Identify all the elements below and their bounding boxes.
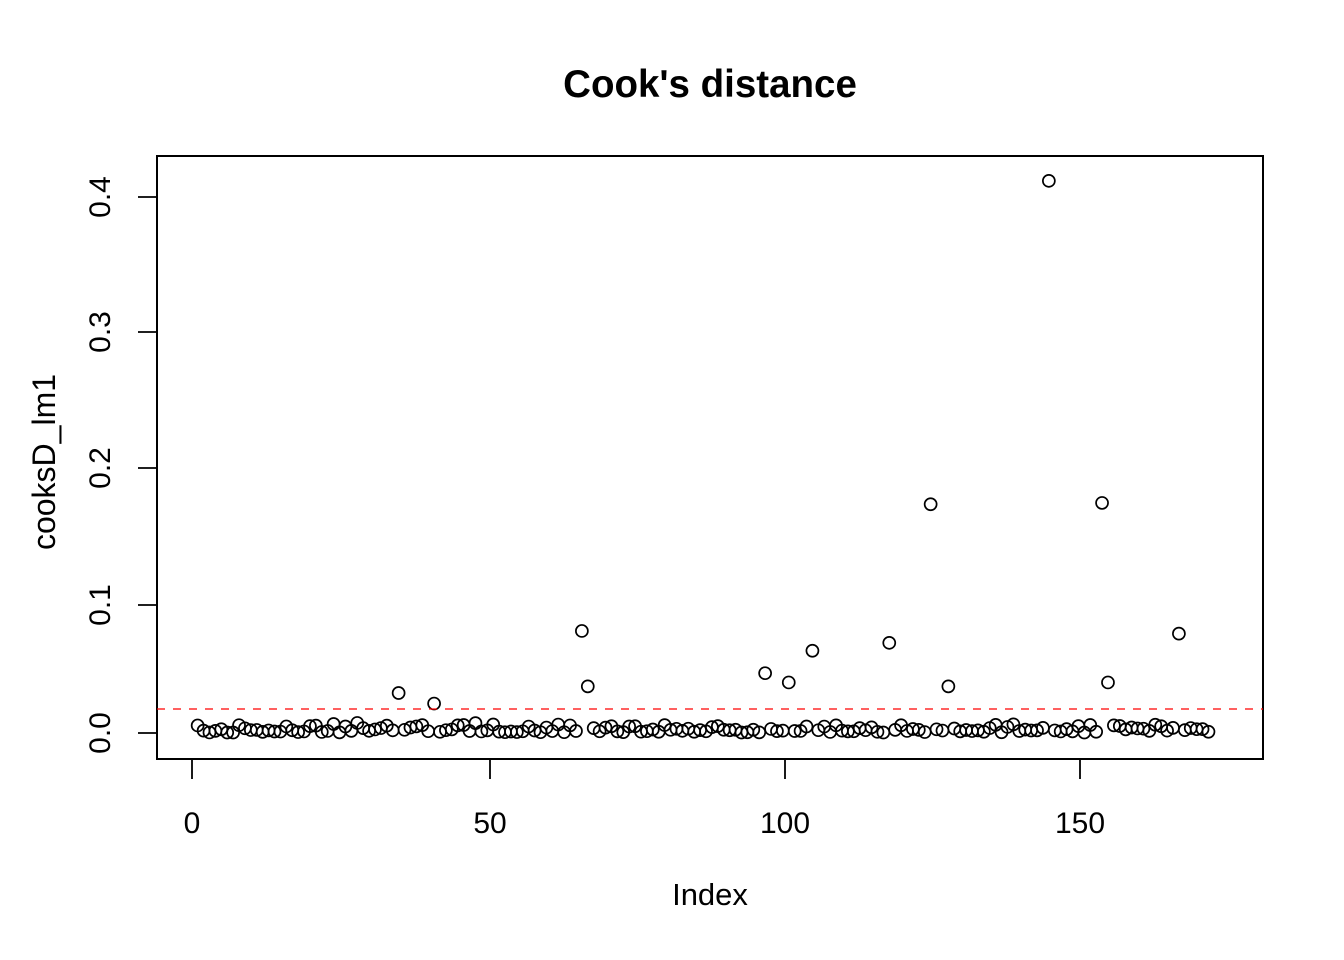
svg-text:100: 100 bbox=[760, 807, 810, 840]
svg-text:0.4: 0.4 bbox=[84, 176, 117, 218]
svg-text:0: 0 bbox=[184, 807, 201, 840]
svg-text:0.3: 0.3 bbox=[84, 311, 117, 353]
svg-text:Cook's distance: Cook's distance bbox=[563, 63, 857, 106]
svg-text:150: 150 bbox=[1055, 807, 1105, 840]
svg-text:0.0: 0.0 bbox=[84, 712, 117, 754]
svg-text:50: 50 bbox=[473, 807, 506, 840]
svg-text:Index: Index bbox=[672, 877, 748, 912]
svg-text:cooksD_lm1: cooksD_lm1 bbox=[26, 374, 62, 550]
svg-text:0.1: 0.1 bbox=[84, 584, 117, 626]
svg-text:0.2: 0.2 bbox=[84, 447, 117, 489]
